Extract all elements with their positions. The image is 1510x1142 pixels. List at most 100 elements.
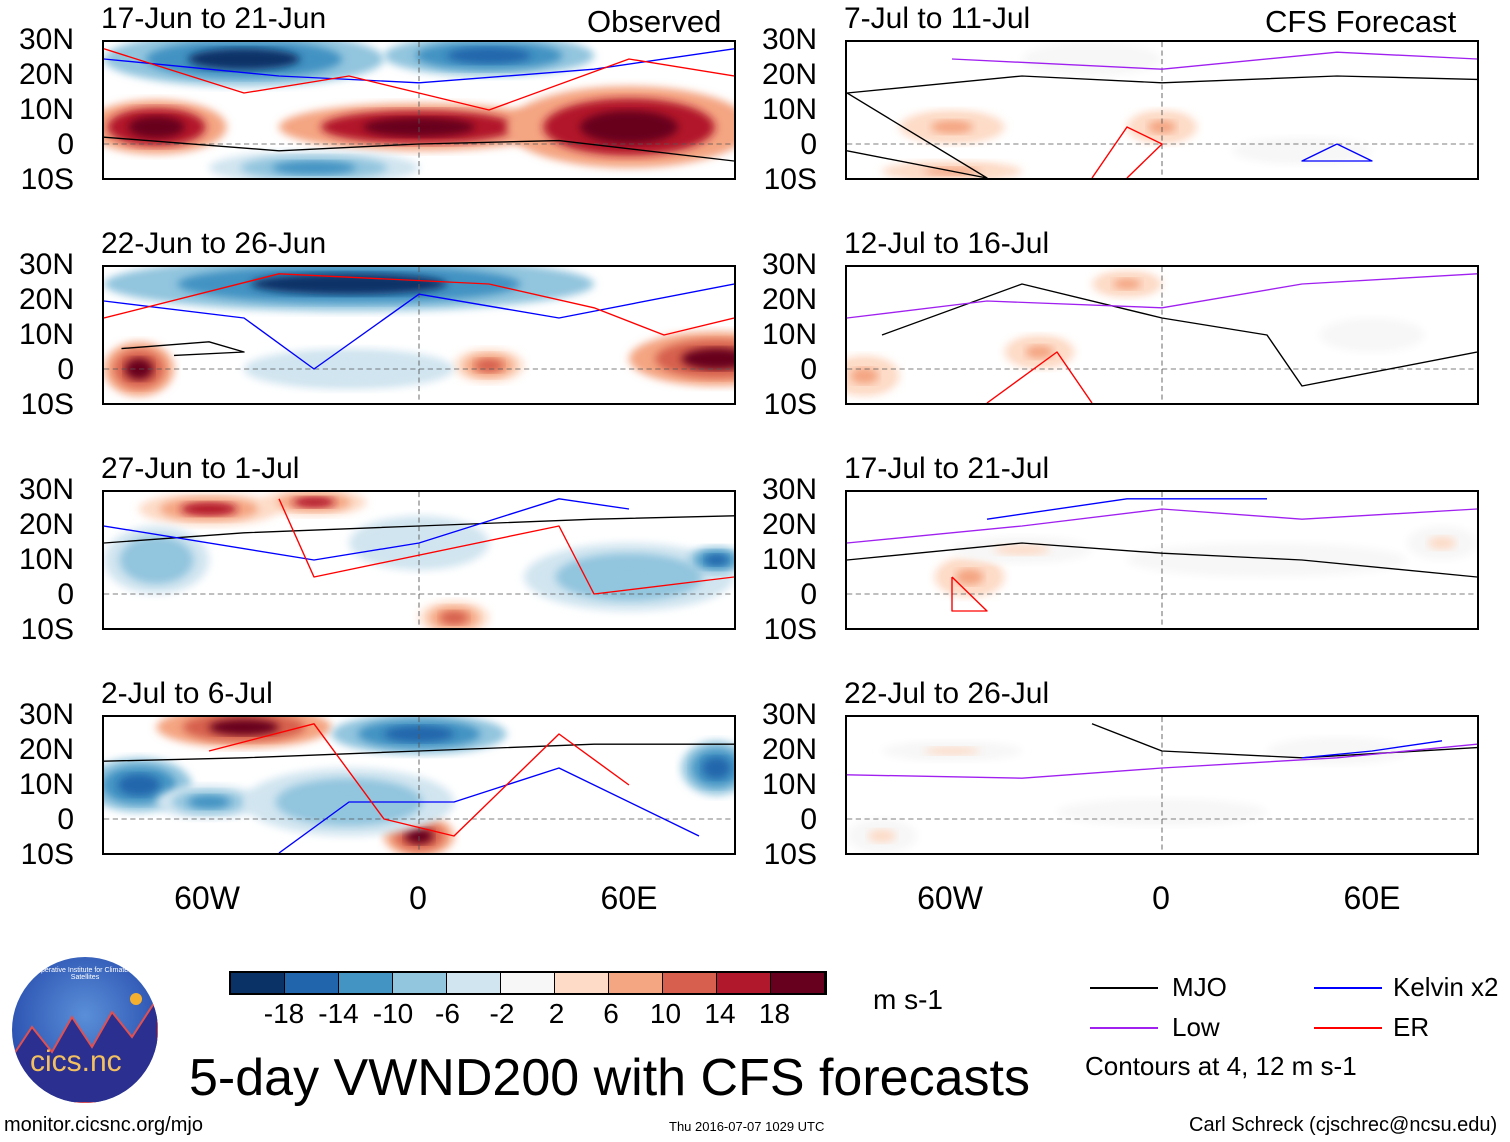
map-panel <box>102 40 736 180</box>
lat-tick-label: 0 <box>800 353 817 386</box>
anomaly-region <box>128 116 185 138</box>
colorbar-tick: 6 <box>603 998 619 1029</box>
colorbar-units: m s-1 <box>873 984 943 1015</box>
colorbar-tick: -10 <box>372 998 414 1029</box>
er-contour <box>104 48 734 111</box>
mjo-contour <box>847 542 1477 578</box>
colorbar-swatch <box>771 973 825 993</box>
legend-kelvin: Kelvin x2 <box>1393 972 1499 1002</box>
kelvin-contour <box>104 498 630 561</box>
lat-tick-label: 10N <box>18 543 74 576</box>
mjo-contour <box>104 515 734 544</box>
lat-tick-label: 10S <box>763 838 817 871</box>
lat-tick-label: 20N <box>761 508 817 541</box>
er-contour <box>208 723 630 837</box>
kelvin-contour <box>1301 143 1373 162</box>
lat-tick-label: 10N <box>761 768 817 801</box>
forecast-label: CFS Forecast <box>1265 4 1457 39</box>
legend-low-line <box>1090 1027 1158 1029</box>
lat-tick-label: 20N <box>761 283 817 316</box>
lat-tick-label: 20N <box>18 58 74 91</box>
kelvin-contour <box>986 498 1267 520</box>
lat-tick-label: 0 <box>57 803 74 836</box>
panel-title: 27-Jun to 1-Jul <box>101 452 300 485</box>
contour-note: Contours at 4, 12 m s-1 <box>1085 1051 1357 1081</box>
colorbar-swatch <box>609 973 663 993</box>
anomaly-region <box>1113 278 1141 290</box>
lat-tick-label: 10S <box>763 388 817 421</box>
observed-label: Observed <box>587 4 722 39</box>
anomaly-region <box>188 48 300 70</box>
mjo-contour <box>847 75 1477 178</box>
anomaly-region <box>181 502 237 516</box>
anomaly-region <box>1025 345 1054 359</box>
anomaly-region <box>475 358 503 373</box>
panel-title: 12-Jul to 16-Jul <box>844 227 1050 260</box>
figure-title: 5-day VWND200 with CFS forecasts <box>189 1049 1030 1107</box>
anomaly-region <box>1428 536 1456 550</box>
anomaly-region <box>251 273 447 295</box>
lat-tick-label: 30N <box>761 23 817 56</box>
anomaly-region <box>994 544 1050 556</box>
logo-ring-text: Cooperative Institute for Climate and Sa… <box>28 967 142 981</box>
er-contour <box>986 351 1093 403</box>
map-panel <box>845 265 1479 405</box>
anomaly-region <box>850 367 879 384</box>
lat-tick-label: 30N <box>761 698 817 731</box>
colorbar-swatch <box>717 973 771 993</box>
anomaly-region <box>1351 328 1393 342</box>
mjo-contour <box>104 743 734 762</box>
lat-tick-label: 20N <box>18 283 74 316</box>
lat-tick-label: 30N <box>18 248 74 281</box>
colorbar-swatch <box>663 973 717 993</box>
lon-tick-label: 60E <box>1343 880 1401 916</box>
colorbar-swatch <box>339 973 393 993</box>
lat-tick-label: 30N <box>18 473 74 506</box>
panel-title: 7-Jul to 11-Jul <box>844 2 1031 35</box>
lat-tick-label: 10N <box>761 318 817 351</box>
colorbar <box>229 971 827 995</box>
er-contour <box>1091 126 1163 178</box>
lat-tick-label: 10N <box>18 768 74 801</box>
panel-title: 17-Jul to 21-Jul <box>844 452 1050 485</box>
colorbar-swatch <box>285 973 339 993</box>
panel-title: 17-Jun to 21-Jun <box>101 2 327 35</box>
lat-tick-label: 10N <box>18 93 74 126</box>
lat-tick-label: 0 <box>57 353 74 386</box>
anomaly-region <box>955 568 984 586</box>
er-contour <box>104 273 734 336</box>
footer-author: Carl Schreck (cjschrec@ncsu.edu) <box>1189 1114 1498 1136</box>
lat-tick-label: 30N <box>761 248 817 281</box>
panel-title: 22-Jun to 26-Jun <box>101 227 327 260</box>
footer-timestamp: Thu 2016-07-07 1029 UTC <box>669 1119 825 1134</box>
anomaly-region <box>272 161 356 175</box>
footer-url[interactable]: monitor.cicsnc.org/mjo <box>4 1114 203 1136</box>
colorbar-tick: -6 <box>435 998 460 1029</box>
lat-tick-label: 30N <box>18 698 74 731</box>
map-panel <box>845 40 1479 180</box>
map-panel <box>845 715 1479 855</box>
anomaly-region <box>188 795 230 809</box>
colorbar-tick: -18 <box>263 998 305 1029</box>
er-contour <box>951 576 988 612</box>
colorbar-swatch <box>447 973 501 993</box>
anomaly-region <box>580 110 678 144</box>
anomaly-region <box>293 496 335 508</box>
lat-tick-label: 10S <box>20 838 74 871</box>
legend-mjo-line <box>1090 987 1158 989</box>
map-panel <box>845 490 1479 630</box>
colorbar-tick: 14 <box>704 998 736 1029</box>
colorbar-tick: -2 <box>489 998 515 1029</box>
anomaly-region <box>209 719 279 736</box>
anomaly-region <box>447 47 531 64</box>
lat-tick-label: 20N <box>761 58 817 91</box>
mjo-contour <box>121 341 245 357</box>
low-contour <box>847 273 1477 319</box>
lon-tick-label: 0 <box>1152 880 1170 916</box>
lat-tick-label: 10S <box>20 613 74 646</box>
map-panel <box>102 715 736 855</box>
anomaly-region <box>868 829 896 843</box>
lat-tick-label: 30N <box>761 473 817 506</box>
anomaly-region <box>135 546 178 574</box>
anomaly-region <box>587 563 671 591</box>
